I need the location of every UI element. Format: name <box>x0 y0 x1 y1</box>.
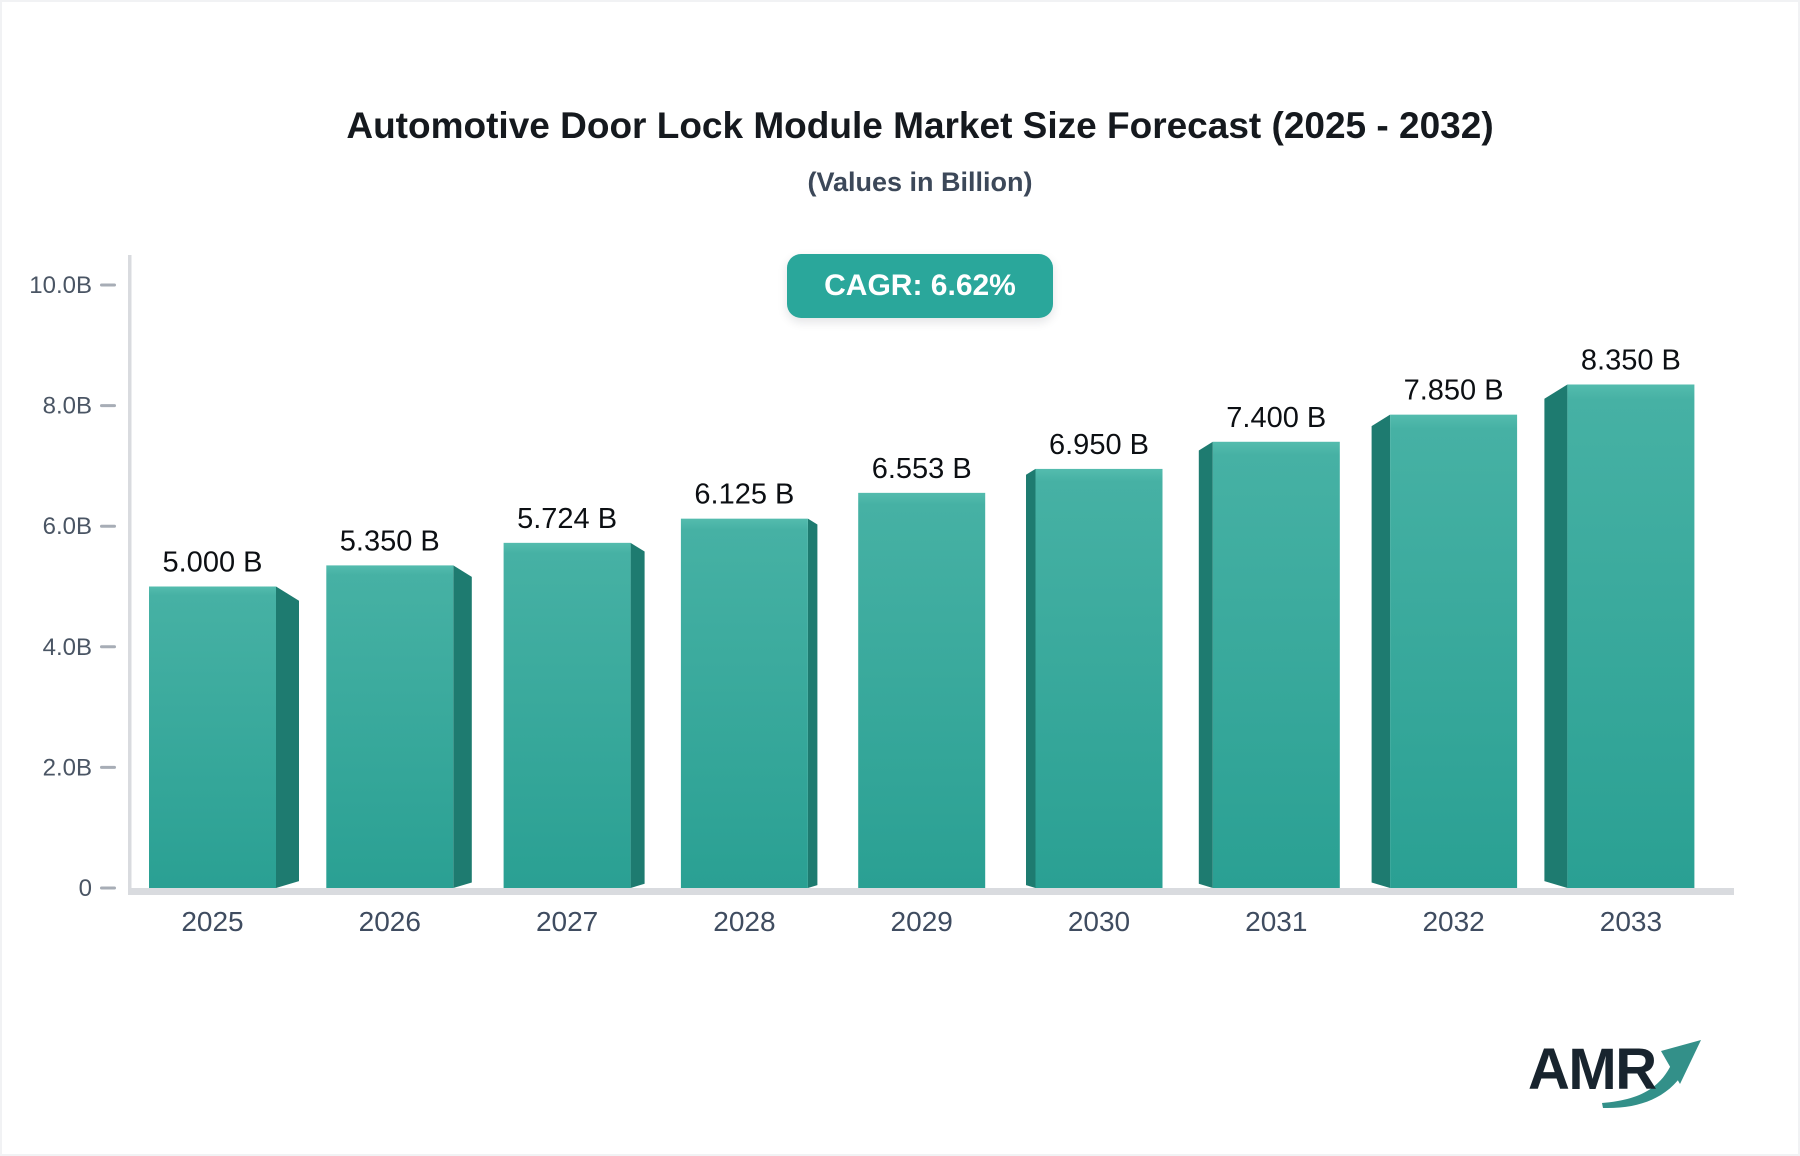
bar-2025: 5.000 B 2025 <box>149 547 299 937</box>
bar-front-face <box>858 492 986 888</box>
y-tick-label: 2.0B <box>43 754 92 781</box>
y-tick-mark <box>100 283 116 287</box>
bar-front-face <box>503 542 631 888</box>
x-axis-label: 2028 <box>713 906 775 937</box>
x-axis-label: 2031 <box>1245 906 1307 937</box>
y-tick-mark <box>100 645 116 649</box>
bar-value-label: 7.850 B <box>1404 375 1504 407</box>
bar-side-face <box>1198 441 1213 888</box>
y-tick-mark <box>100 404 116 408</box>
bar-side-face <box>1026 468 1036 888</box>
bar-2027: 5.724 B 2027 <box>503 503 645 937</box>
bar-side-face <box>1371 414 1391 888</box>
plot-area: 0 2.0B 4.0B 6.0B 8.0B 10.0B 5.000 B 2025 5.350 B… <box>29 255 1734 937</box>
y-tick-mark <box>100 524 116 528</box>
cagr-badge: CAGR: 6.62% <box>787 254 1053 318</box>
y-tick-label: 4.0B <box>43 634 92 661</box>
bar-front-face <box>680 518 808 888</box>
bar-2033: 8.350 B 2033 <box>1544 344 1695 937</box>
x-axis-label: 2025 <box>181 906 243 937</box>
bar-side-face <box>276 586 299 888</box>
bar-2030: 6.950 B 2030 <box>1026 429 1163 937</box>
bar-front-face <box>1390 414 1518 888</box>
x-axis-label: 2026 <box>359 906 421 937</box>
brand-logo-arrow <box>1602 1040 1701 1109</box>
bar-side-face <box>453 565 472 888</box>
bar-side-face <box>630 542 645 888</box>
chart-subtitle: (Values in Billion) <box>807 167 1033 197</box>
y-tick-label: 6.0B <box>43 513 92 540</box>
x-axis-label: 2033 <box>1600 906 1662 937</box>
y-tick-mark <box>100 765 116 769</box>
bar-front-face <box>149 586 276 888</box>
bar-front-face <box>1212 441 1340 888</box>
bar-value-label: 5.724 B <box>517 503 617 535</box>
bar-2029: 6.553 B 2029 <box>858 453 986 937</box>
bar-front-face <box>1035 468 1163 888</box>
x-axis-label: 2027 <box>536 906 598 937</box>
bar-value-label: 6.553 B <box>872 453 972 485</box>
y-tick-mark <box>100 886 116 890</box>
y-axis-line <box>128 255 132 895</box>
chart-title: Automotive Door Lock Module Market Size … <box>346 105 1494 146</box>
bar-value-label: 7.400 B <box>1226 402 1326 434</box>
brand-text: AMR <box>1528 1037 1657 1102</box>
bar-value-label: 6.950 B <box>1049 429 1149 461</box>
bar-2032: 7.850 B 2032 <box>1371 375 1518 937</box>
y-tick-label: 10.0B <box>29 272 92 299</box>
bar-value-label: 5.350 B <box>340 525 440 557</box>
bar-value-label: 8.350 B <box>1581 344 1681 376</box>
bar-value-label: 5.000 B <box>163 547 263 579</box>
bar-2031: 7.400 B 2031 <box>1198 402 1340 937</box>
bar-2026: 5.350 B 2026 <box>326 525 472 937</box>
bar-2028: 6.125 B 2028 <box>680 479 818 937</box>
x-axis-label: 2029 <box>891 906 953 937</box>
arrow-head-icon <box>1661 1040 1701 1084</box>
bar-side-face <box>1544 384 1568 888</box>
y-tick-label: 8.0B <box>43 393 92 420</box>
x-axis-baseline <box>128 888 1734 895</box>
bar-front-face <box>1567 384 1695 888</box>
bar-front-face <box>326 565 454 888</box>
y-tick-label: 0 <box>79 875 92 902</box>
x-axis-label: 2032 <box>1422 906 1484 937</box>
bar-side-face <box>807 518 818 888</box>
chart-header: Automotive Door Lock Module Market Size … <box>20 105 1800 318</box>
x-axis-label: 2030 <box>1068 906 1130 937</box>
bar-value-label: 6.125 B <box>694 479 794 511</box>
